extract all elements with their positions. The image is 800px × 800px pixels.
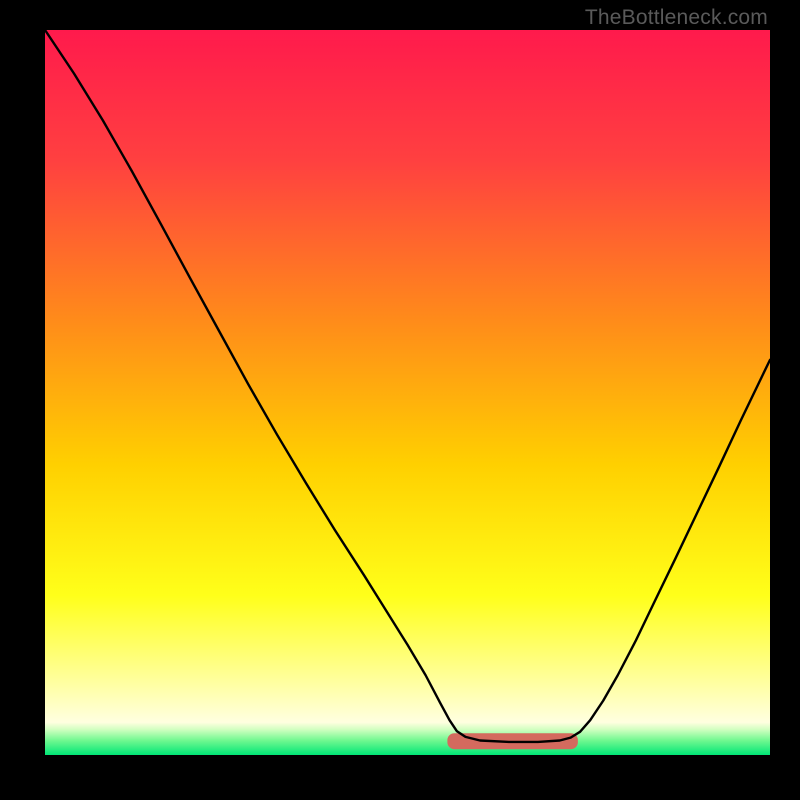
- watermark-text: TheBottleneck.com: [585, 6, 768, 30]
- chart-container: TheBottleneck.com: [0, 0, 800, 800]
- plot-area: [45, 30, 770, 755]
- gradient-background: [45, 30, 770, 755]
